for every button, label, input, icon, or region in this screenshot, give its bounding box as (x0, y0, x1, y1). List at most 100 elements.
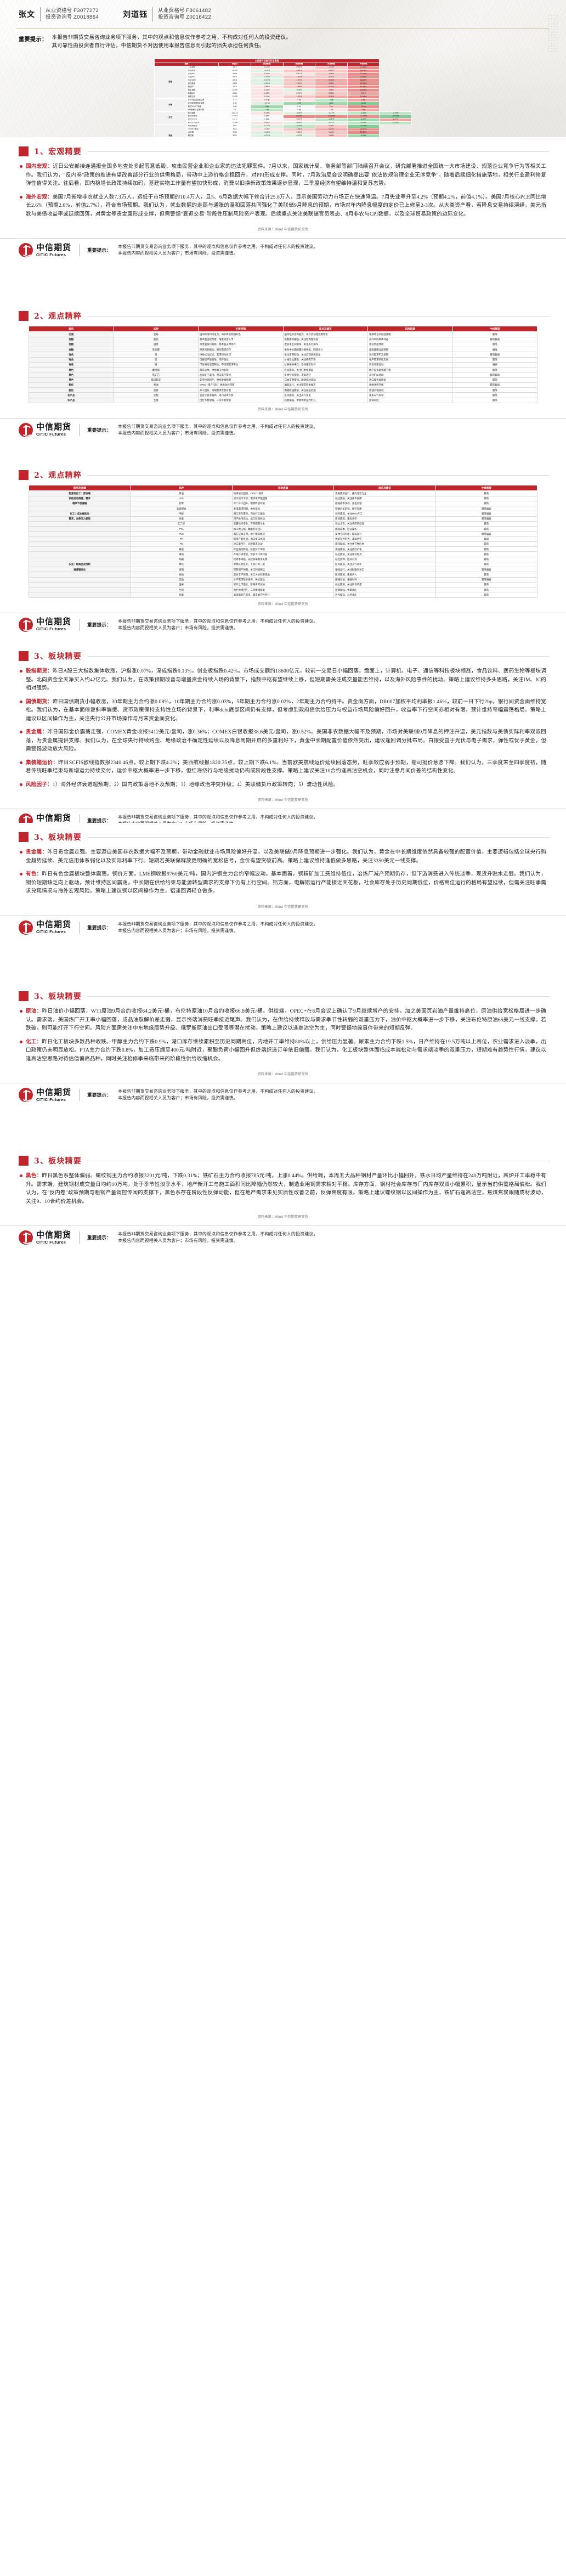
bullet-icon (20, 165, 22, 168)
table-cell: 宽信用超预期 (367, 341, 453, 348)
table-cell: 震荡 (452, 387, 537, 393)
table-cell: 震荡 (435, 587, 538, 593)
table-cell: 震荡偏弱 (452, 372, 537, 378)
table-cell: 巴西增产预期，进口利润倒挂 (231, 567, 335, 573)
table-cell: 跟随成本波动，基差走强 (333, 500, 436, 507)
heading-rule (87, 837, 550, 838)
table-cell: -4.18% (347, 134, 380, 137)
logo-mark-icon (19, 1230, 33, 1245)
paragraph-text: 贵金属：昨日贵金属走强。主要源自美国非农数据大幅不及预期，带动金融就业市场风险偏… (26, 848, 546, 865)
footer-line: 本报告非期货交易咨询业务项下服务，其中的观点和信息仅作参考之用，不构成对任何人的… (118, 1231, 318, 1237)
table-row: PE 进口量回升，农膜需求启动 震荡偏弱，关注季节性旺季 震荡 (28, 541, 538, 547)
table-cell: 震荡偏弱 (435, 577, 538, 583)
paragraph-body: 昨日黑色系整体偏弱。螺纹钢主力合约收报3201元/吨，下跌0.31%；铁矿石主力… (26, 1173, 547, 1205)
table-cell: 区间震荡，关注天气变化 (282, 392, 368, 398)
analyst-credentials: 从业资格号 F3061482 投资咨询号 Z0016422 (158, 8, 211, 21)
table-row: 美债10Y-2Y利差 -0.11 -6 bp 0 bp 3 bp 12 bp (155, 104, 412, 109)
section-heading-sector-1: 3、板块精要 (0, 651, 566, 662)
divider (79, 244, 80, 257)
table-cell: 震荡 (435, 592, 538, 598)
table-cell: 地缘溢价回落，OPEC+增产 (231, 490, 335, 496)
logo-text-en: CITIC Futures (36, 1239, 66, 1245)
paragraph: 原油：昨日油价小幅回落，WTI原油9月合约收报64.2美元/桶，布伦特原油10月… (20, 1007, 546, 1033)
dashboard-category: 商品 (154, 124, 187, 137)
table-cell: 低位震荡，关注新作产量 (333, 581, 436, 588)
table-cell: 产区供给释放，轮胎开工平稳 (231, 546, 335, 552)
table-cell: 高硫燃油 (130, 506, 233, 512)
table-cell: 生猪 (113, 397, 199, 403)
table-cell (28, 581, 131, 588)
table-cell: 低位震荡，关注成本支撑 (333, 495, 436, 501)
bullet-icon (20, 700, 22, 703)
table-cell: 宽幅震荡，关注原料价格 (333, 546, 436, 552)
disclaimer-block: 重要提示： 本报告非期货交易咨询业务项下服务，其中的观点和信息仅作参考之用，不构… (0, 29, 566, 55)
table-cell: 需求，淡季压力显现 (28, 516, 131, 522)
table-cell: 贵金属 (113, 347, 199, 353)
table-cell: 区间震荡，逢低买入 (333, 572, 436, 578)
table-cell: 震荡 (435, 500, 538, 507)
views-col-header: 中线展望 (452, 325, 537, 332)
accent-bar (19, 470, 29, 480)
paragraph-body: 昨日国际金价震荡走强，COMEX黄金收报3412美元/盎司，涨0.36%；COM… (26, 729, 546, 753)
table-cell: 震荡 (435, 551, 538, 557)
table-cell: 新增产能投放，出口窗口关闭 (231, 536, 335, 542)
table-cell: 化工：成本端松动 (28, 511, 131, 517)
table-cell: PTA (130, 526, 233, 532)
bullet-icon (20, 783, 22, 786)
table-row: 创业板指 2184 -0.42% 2.11% 4.06% 22.31% (155, 82, 412, 86)
source-note: 资料来源：Wind 中信期货研究所 (257, 408, 309, 411)
table-cell: 镍 (113, 361, 199, 368)
table-cell: 美豆优良率偏高，进口成本下移 (198, 392, 284, 398)
paragraph: 集装箱运价：昨日SCFIS欧线指数报2340.46点，较上期下跌4.2%；美西航… (20, 759, 546, 776)
table-cell: 9.81% (347, 92, 380, 96)
divider (79, 1231, 80, 1244)
section-title: 3、板块精要 (34, 1157, 82, 1166)
accent-bar (19, 832, 29, 842)
table-cell: 震荡偏强 (452, 336, 537, 342)
paragraph-text: 黑色：昨日黑色系整体偏弱。螺纹钢主力合约收报3201元/吨，下跌0.31%；铁矿… (26, 1172, 546, 1206)
table-cell: 震荡偏弱 (435, 511, 538, 517)
citic-futures-logo: 中信期货 CITIC Futures (19, 1230, 71, 1245)
logo-text-en: CITIC Futures (36, 1097, 66, 1102)
views-col-header: 观点及建议 (333, 484, 436, 492)
table-cell: 原油 (130, 490, 233, 496)
bullet-icon (20, 731, 22, 734)
table-cell: 开工回升，终端需求改善有限 (198, 387, 284, 393)
table-row: 有色镍印尼供给增量释放，不锈钢需求平淡 过剩格局未改，反弹偏空对待 印尼政策变动 偏弱 (29, 361, 537, 368)
paragraph-text: 集装箱运价：昨日SCFIS欧线指数报2340.46点，较上期下跌4.2%；美西航… (26, 759, 546, 776)
paragraph-body: 昨日SCFIS欧线指数报2340.46点，较上期下跌4.2%；美西航线报1820… (26, 759, 546, 775)
table-cell: 检修季来临，光伏玻璃需求支撑 (231, 556, 335, 562)
table-cell: 鸡蛋 (130, 592, 233, 598)
table-cell: 震荡 (435, 572, 538, 578)
table-cell: 能源及化工：原油端 (28, 490, 131, 496)
table-cell: 跟随豆粕，偏弱对待 (333, 577, 436, 583)
table-cell (28, 551, 131, 557)
qual-label: 从业资格号 (158, 8, 185, 14)
table-cell: 震荡偏弱 (435, 531, 538, 537)
table-row: 10Y美债国债收益率 4.23 -1.0 bp -4 bp -8 bp -34 bp (155, 101, 412, 105)
table-cell: 国内政策持续发力，海外降息预期升温 (198, 331, 284, 337)
logo-text-cn: 中信期货 (36, 617, 72, 627)
table-cell: 地缘政治风险超预期 (367, 331, 453, 337)
table-cell: 安全检查趋严，供给收缩预期 (198, 377, 284, 383)
paragraph-body: 美国7月新增非农就业人数7.3万人，远低于市场预期的10.4万人，且5、6月数据… (26, 194, 547, 217)
table-row: 螺纹钢 3201 -0.31% -0.72% 1.05% -4.18% (155, 134, 412, 137)
paragraph-lead: 有色： (26, 871, 42, 878)
logo-mark-icon (19, 1088, 33, 1103)
footer-line: 本报告非期货交易咨询业务项下服务，其中的观点和信息仅作参考之用，不构成对任何人的… (118, 815, 318, 820)
table-cell (28, 541, 131, 547)
views-table-wrap-2: 板块及逻辑 品种 市场逻辑 观点及建议 中线展望 能源及化工：原油端 原油 地缘溢价回落，O… (0, 481, 566, 598)
adv-value: Z0018864 (73, 14, 99, 20)
table-row: PTA 加工费压缩，聚酯负荷回升 跟随成本，区间操作 震荡 (28, 526, 538, 532)
table-cell: 震荡 (435, 521, 538, 527)
table-cell (28, 521, 131, 527)
table-row: 玻璃 产线冷修增加，深加工订单转弱 低位震荡，关注库存拐点 震荡 (28, 551, 538, 557)
table-cell: 沥青 (113, 387, 199, 393)
table-row: PVC 电石成本支撑，地产需求疲软 反弹空间有限，偏弱运行 震荡偏弱 (28, 531, 538, 537)
table-cell: 供给压力仍大，逢高沽空 (333, 536, 436, 542)
table-row: 纳斯达克 21090 0.24% 1.04% 3.11% 12.44% (155, 95, 412, 99)
table-row: 宏观 宏观 国内政策持续发力，海外降息预期升温 国内经济温和复苏，海外流动性预期改善地… (29, 331, 537, 337)
table-cell: 铝 (113, 357, 199, 363)
table-cell: 新作上市临近，陈粮去库加快 (231, 581, 335, 588)
page-5: 3、板块精要 股指期货：昨日A股三大指数集体收涨，沪指涨0.07%，深成指跌0.… (0, 642, 566, 823)
